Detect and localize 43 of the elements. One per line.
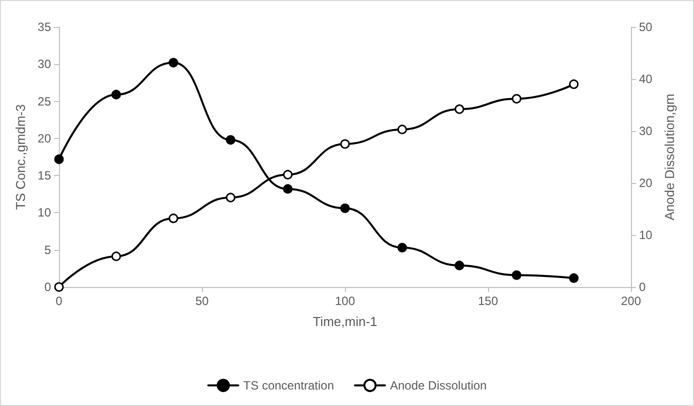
x-tick-label: 150 — [478, 294, 498, 308]
point — [111, 90, 121, 100]
point — [168, 214, 178, 224]
point — [54, 154, 64, 164]
x-axis-title: Time,min-1 — [312, 314, 378, 329]
y-tick-label: 25 — [38, 94, 52, 108]
legend-label: TS concentration — [243, 378, 334, 392]
point — [168, 58, 178, 68]
y-axis-title: TS Conc.,gmdm-3 — [12, 104, 28, 210]
y2-tick-label: 40 — [639, 72, 653, 86]
y-tick-label: 10 — [38, 206, 52, 220]
point — [283, 184, 293, 194]
point — [512, 94, 522, 104]
x-tick-label: 200 — [620, 294, 642, 308]
x-tick-label: 100 — [334, 294, 356, 308]
point — [340, 139, 350, 149]
point — [226, 135, 236, 145]
y-tick-label: 20 — [38, 131, 52, 146]
y2-tick-label: 30 — [639, 124, 653, 138]
x-tick-label: 0 — [56, 294, 63, 308]
point — [569, 79, 579, 89]
point — [512, 270, 522, 280]
y-tick-label: 35 — [38, 20, 52, 34]
y2-axis-title: Anode Dissolution,gm — [662, 94, 678, 220]
x-tick-label: 50 — [195, 294, 209, 308]
y-tick-label: 5 — [44, 242, 52, 257]
y-tick-label: 15 — [38, 168, 52, 183]
point — [454, 104, 464, 114]
point — [454, 260, 464, 270]
y-tick-label: 0 — [44, 280, 52, 294]
point — [569, 273, 579, 283]
y-tick-label: 30 — [38, 57, 52, 72]
point — [340, 204, 350, 214]
y2-tick-label: 10 — [639, 228, 653, 242]
y2-tick-label: 50 — [639, 20, 653, 34]
y2-tick-label: 20 — [639, 176, 653, 190]
point — [283, 170, 293, 180]
point — [397, 242, 407, 252]
y2-tick-label: 0 — [639, 280, 646, 294]
point — [226, 192, 236, 202]
legend-label: Anode Dissolution — [390, 378, 487, 392]
point — [111, 252, 121, 262]
point — [397, 124, 407, 134]
